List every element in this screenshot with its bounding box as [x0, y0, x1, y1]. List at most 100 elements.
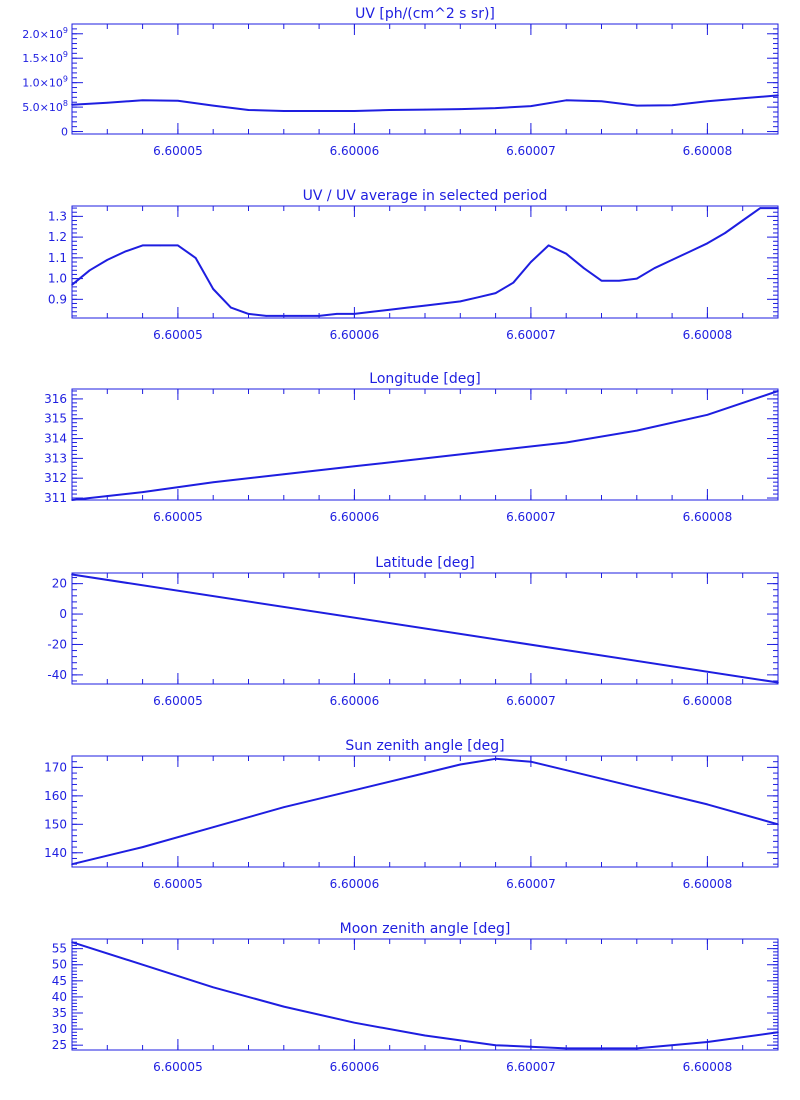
data-point [494, 758, 497, 760]
y-tick-label: 311 [44, 491, 67, 505]
y-tick-label: 35 [52, 1006, 67, 1020]
y-tick-label: -20 [47, 637, 67, 651]
data-point [283, 1005, 285, 1008]
data-point [671, 259, 673, 261]
data-point [265, 315, 267, 317]
series-line [71, 390, 779, 501]
data-point [71, 499, 73, 501]
data-point [283, 806, 285, 809]
y-tick-label: 40 [52, 990, 67, 1004]
data-point [141, 491, 144, 493]
y-tick-label: 1.1 [48, 251, 67, 265]
data-point [212, 826, 214, 828]
data-point [706, 803, 709, 806]
y-tick-label: 30 [52, 1022, 67, 1036]
x-tick-label: 6.60008 [683, 877, 733, 891]
data-point [353, 465, 356, 468]
data-point [530, 261, 532, 263]
data-point [388, 308, 391, 311]
data-point [636, 429, 638, 432]
series-line [71, 94, 779, 112]
chart-title: Latitude [deg] [375, 555, 474, 571]
data-point [459, 108, 462, 110]
data-point [353, 1021, 356, 1024]
data-point [618, 279, 620, 282]
data-point [477, 296, 479, 299]
data-point [600, 279, 603, 282]
data-point [335, 313, 338, 315]
data-point [106, 259, 109, 261]
y-tick-label: 20 [52, 577, 67, 591]
data-point [777, 94, 779, 97]
x-tick-label: 6.60006 [330, 694, 380, 708]
series-line [71, 757, 779, 866]
x-tick-label: 6.60005 [153, 328, 203, 342]
y-tick-label: 313 [44, 451, 67, 465]
data-point [124, 250, 126, 253]
y-tick-mantissa: 1.5×10 [22, 52, 63, 65]
chart-title: Longitude [deg] [369, 371, 480, 387]
data-point [388, 109, 391, 111]
x-tick-label: 6.60007 [506, 877, 556, 891]
data-point [283, 473, 285, 476]
x-tick-label: 6.60006 [330, 328, 380, 342]
data-point [706, 413, 709, 416]
chart-panel-6: Moon zenith angle [deg] 6.60005 6.60006 6.6… [52, 921, 779, 1074]
y-tick-exponent: 9 [63, 75, 68, 84]
data-point [530, 760, 532, 763]
chart-panel-5: Sun zenith angle [deg] 6.60005 6.60006 6.60… [44, 738, 779, 891]
y-tick-label: 140 [44, 846, 67, 860]
y-tick-label: 25 [52, 1038, 67, 1052]
y-tick-label: 2.0×109 [22, 26, 68, 41]
data-point [230, 306, 232, 309]
data-point [777, 390, 779, 392]
data-point [653, 267, 656, 270]
data-point [318, 315, 320, 317]
y-tick-label: 1.0 [48, 272, 67, 286]
y-tick-label: 1.0×109 [22, 75, 68, 90]
data-point [71, 863, 73, 865]
x-tick-label: 6.60005 [153, 144, 203, 158]
y-tick-label: 1.2 [48, 230, 67, 244]
x-tick-label: 6.60008 [683, 1060, 733, 1074]
data-point [565, 1047, 567, 1050]
y-tick-label: 0 [61, 126, 68, 139]
data-point [777, 1031, 779, 1034]
data-point [583, 267, 585, 270]
chart-title: Sun zenith angle [deg] [345, 738, 504, 754]
y-tick-exponent: 8 [63, 99, 68, 108]
data-point [724, 232, 726, 234]
data-point [212, 481, 214, 483]
data-point [141, 99, 144, 102]
data-point [441, 302, 444, 305]
x-tick-label: 6.60005 [153, 694, 203, 708]
y-tick-label: 0.9 [48, 292, 67, 306]
y-tick-mantissa: 0 [61, 126, 68, 139]
data-point [494, 1044, 497, 1046]
data-point [141, 963, 144, 966]
data-point [300, 315, 303, 317]
y-tick-mantissa: 1.0×10 [22, 77, 63, 90]
data-point [424, 1034, 426, 1037]
plot-frame [71, 23, 779, 135]
x-tick-label: 6.60008 [683, 510, 733, 524]
data-point [565, 99, 567, 102]
data-point [565, 441, 567, 444]
x-tick-label: 6.60006 [330, 144, 380, 158]
y-tick-label: 1.3 [48, 209, 67, 223]
y-tick-label: 150 [44, 817, 67, 831]
data-point [247, 109, 250, 111]
y-tick-label: 314 [44, 432, 67, 446]
y-tick-label: 45 [52, 974, 67, 988]
data-point [424, 304, 426, 307]
series-line [71, 573, 779, 684]
data-point [371, 310, 373, 313]
y-tick-label: 315 [44, 412, 67, 426]
data-point [565, 769, 567, 772]
y-tick-mantissa: 5.0×10 [22, 101, 63, 114]
data-point [159, 244, 162, 247]
chart-panel-2: UV / UV average in selected period 6.6000… [48, 188, 779, 342]
data-point [494, 107, 497, 109]
data-point [741, 97, 744, 100]
